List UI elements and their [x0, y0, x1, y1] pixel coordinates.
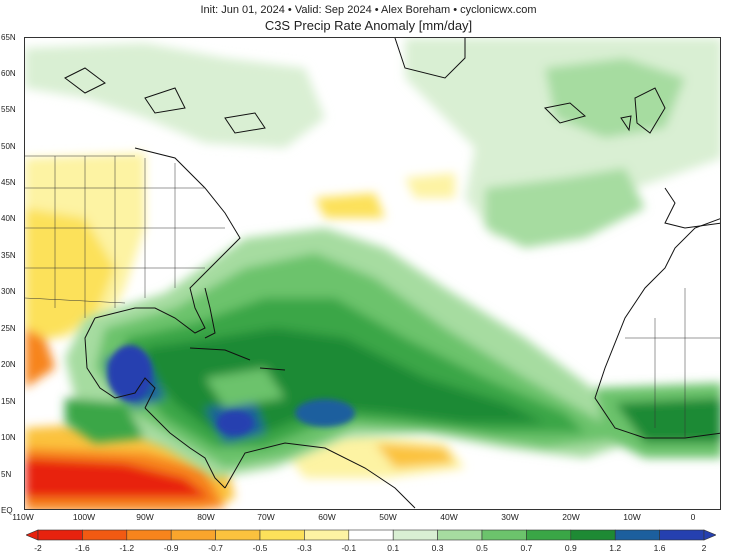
colorbar-cell: [659, 529, 705, 541]
lon-label: 40W: [440, 512, 458, 522]
lon-label: 20W: [562, 512, 580, 522]
colorbar-cell: [170, 529, 216, 541]
colorbar-cell: [304, 529, 350, 541]
colorbar-cell: [392, 529, 438, 541]
colorbar-cell: [348, 529, 394, 541]
lon-label: 110W: [12, 512, 34, 522]
colorbar-tick-label: 1.2: [609, 543, 622, 553]
lon-label: 30W: [501, 512, 519, 522]
lat-label: 60N: [1, 69, 16, 78]
anomaly-field: [25, 38, 720, 509]
coastlines: [64, 38, 720, 509]
lat-label: 20N: [1, 360, 16, 369]
colorbar-tick-label: 0.5: [476, 543, 488, 553]
colorbar-cells: [26, 529, 716, 541]
colorbar-cell: [481, 529, 527, 541]
colorbar-arrow-left: [26, 529, 39, 541]
colorbar-tick-label: 0.9: [564, 543, 577, 553]
lat-label: 25N: [1, 324, 16, 333]
colorbar-tick-label: 0.1: [387, 543, 400, 553]
colorbar-tick-label: -2: [34, 543, 42, 553]
colorbar-cell: [259, 529, 305, 541]
colorbar-arrow-right: [703, 529, 716, 541]
borders: [25, 155, 720, 438]
lat-label: 65N: [1, 33, 16, 42]
lon-label: 60W: [318, 512, 336, 522]
colorbar-cell: [437, 529, 483, 541]
colorbar-tick-label: 2: [701, 543, 707, 553]
colorbar-tick-label: -0.7: [208, 543, 223, 553]
lat-label: 15N: [1, 397, 16, 406]
lon-label: 80W: [197, 512, 215, 522]
map-title: C3S Precip Rate Anomaly [mm/day]: [264, 18, 473, 33]
colorbar-cell: [37, 529, 83, 541]
colorbar: [26, 529, 716, 541]
lon-label: 100W: [72, 512, 96, 522]
colorbar-tick-label: 0.7: [520, 543, 533, 553]
lat-label: 55N: [1, 105, 16, 114]
colorbar-cell: [570, 529, 616, 541]
lat-label: 30N: [1, 287, 16, 296]
lat-label: EQ: [1, 506, 13, 515]
lon-label: 90W: [136, 512, 154, 522]
colorbar-cell: [614, 529, 660, 541]
lon-label: 50W: [379, 512, 397, 522]
colorbar-tick-label: -0.1: [341, 543, 357, 553]
lon-label: 0: [690, 512, 696, 522]
colorbar-tick-label: -0.5: [252, 543, 268, 553]
colorbar-tick-label: 1.6: [653, 543, 666, 553]
map-panel: [24, 37, 721, 510]
colorbar-cell: [526, 529, 572, 541]
lon-label: 10W: [623, 512, 641, 522]
colorbar-tick-label: 0.3: [431, 543, 444, 553]
lat-label: 45N: [1, 178, 16, 187]
colorbar-tick-label: -1.2: [119, 543, 135, 553]
lat-label: 10N: [1, 433, 16, 442]
lat-label: 35N: [1, 251, 16, 260]
map-svg: [25, 38, 720, 509]
colorbar-tick-label: -1.6: [75, 543, 90, 553]
lat-label: 5N: [1, 470, 12, 479]
lat-label: 40N: [1, 214, 16, 223]
colorbar-tick-label: -0.9: [163, 543, 179, 553]
colorbar-tick-label: -0.3: [297, 543, 312, 553]
colorbar-cell: [215, 529, 261, 541]
colorbar-cell: [82, 529, 128, 541]
lon-label: 70W: [257, 512, 275, 522]
lat-label: 50N: [1, 142, 16, 151]
map-subtitle: Init: Jun 01, 2024 • Valid: Sep 2024 • A…: [200, 4, 537, 16]
colorbar-cell: [126, 529, 172, 541]
